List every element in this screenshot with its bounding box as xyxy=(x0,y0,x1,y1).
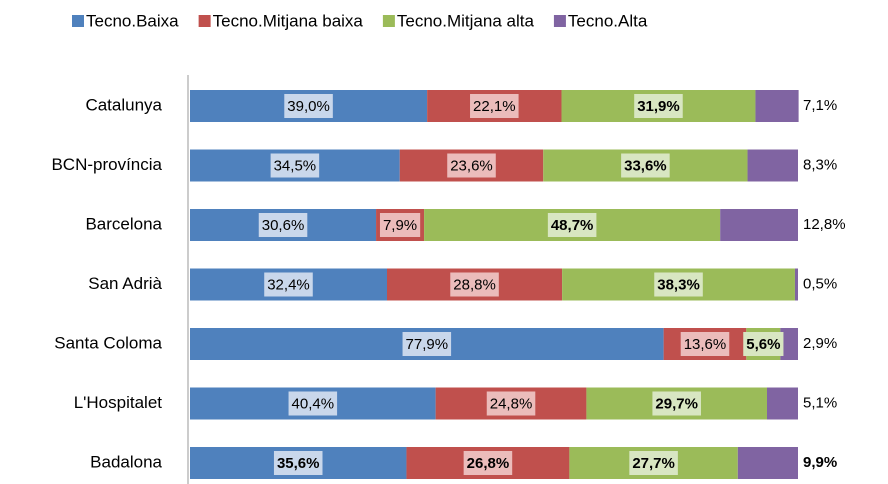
value-label-bg xyxy=(486,391,536,416)
value-label-group: 48,7% xyxy=(547,213,597,237)
legend-label: Tecno.Mitjana baixa xyxy=(213,11,364,30)
value-label: 0,5% xyxy=(803,275,837,292)
value-label-group: 24,8% xyxy=(486,391,536,416)
value-label-bg xyxy=(634,94,683,118)
value-label-bg xyxy=(547,213,597,237)
category-label: Santa Coloma xyxy=(54,333,162,352)
category-label: Badalona xyxy=(90,452,162,471)
bar-segment xyxy=(766,387,798,420)
bar-segment xyxy=(737,447,798,479)
value-label: 23,6% xyxy=(450,157,493,174)
value-label-bg xyxy=(652,391,701,416)
category-label: Barcelona xyxy=(85,214,162,233)
value-label-group: 27,7% xyxy=(629,451,678,475)
legend-label: Tecno.Baixa xyxy=(86,11,179,30)
value-label-bg xyxy=(629,451,678,475)
value-label-bg xyxy=(450,272,499,297)
value-label: 8,3% xyxy=(803,156,837,173)
value-label: 26,8% xyxy=(467,455,510,472)
category-label: L'Hospitalet xyxy=(74,393,163,412)
value-label-bg xyxy=(264,272,313,297)
value-label-bg xyxy=(288,391,338,416)
value-label-bg xyxy=(273,451,323,475)
value-label-group: 32,4% xyxy=(264,272,313,297)
value-label-bg xyxy=(680,332,730,356)
legend-label: Tecno.Mitjana alta xyxy=(397,11,535,30)
value-label-bg xyxy=(621,153,670,178)
category-label: Catalunya xyxy=(85,95,162,114)
value-label-group: 22,1% xyxy=(470,94,519,118)
value-label-group: 28,8% xyxy=(450,272,499,297)
value-label-group: 35,6% xyxy=(273,451,323,475)
value-label-bg xyxy=(470,94,519,118)
value-label: 34,5% xyxy=(274,157,317,174)
value-label-bg xyxy=(379,213,421,237)
bar-segment xyxy=(747,149,798,182)
value-label: 39,0% xyxy=(287,98,330,115)
value-label: 24,8% xyxy=(490,395,533,412)
value-label: 32,4% xyxy=(267,276,310,293)
legend-swatch xyxy=(553,15,566,27)
value-label: 13,6% xyxy=(684,336,727,353)
value-label: 38,3% xyxy=(657,276,700,293)
value-label-bg xyxy=(654,272,703,297)
category-label: BCN-província xyxy=(51,155,162,174)
value-label-bg xyxy=(463,451,513,475)
value-label: 77,9% xyxy=(406,336,449,353)
value-label: 29,7% xyxy=(655,395,698,412)
value-label-group: 30,6% xyxy=(258,213,308,237)
value-label-group: 7,9% xyxy=(379,213,421,237)
value-label-group: 34,5% xyxy=(270,153,320,178)
value-label-bg xyxy=(743,332,784,356)
bar-segment xyxy=(755,90,799,122)
value-label-group: 39,0% xyxy=(284,94,333,118)
value-label-bg xyxy=(258,213,308,237)
value-label-group: 31,9% xyxy=(634,94,683,118)
legend-swatch xyxy=(382,15,395,27)
value-label: 28,8% xyxy=(453,276,496,293)
value-label: 27,7% xyxy=(632,455,675,472)
value-label-bg xyxy=(402,332,452,356)
value-label: 30,6% xyxy=(262,217,305,234)
value-label: 7,1% xyxy=(803,97,837,114)
value-label-group: 38,3% xyxy=(654,272,703,297)
category-label: San Adrià xyxy=(88,274,162,293)
value-label: 22,1% xyxy=(473,98,516,115)
value-label-group: 26,8% xyxy=(463,451,513,475)
value-label-group: 23,6% xyxy=(447,153,496,178)
value-label-group: 33,6% xyxy=(621,153,670,178)
value-label: 48,7% xyxy=(551,217,594,234)
value-label-bg xyxy=(270,153,320,178)
bar-segment xyxy=(780,328,798,360)
value-label-bg xyxy=(284,94,333,118)
value-label: 35,6% xyxy=(277,455,320,472)
value-label: 33,6% xyxy=(624,157,667,174)
value-label: 31,9% xyxy=(637,98,680,115)
value-label-group: 13,6% xyxy=(680,332,730,356)
legend-swatch xyxy=(198,15,211,27)
bar-segment xyxy=(720,209,798,241)
value-label-group: 40,4% xyxy=(288,391,338,416)
value-label: 5,1% xyxy=(803,394,837,411)
value-label-group: 77,9% xyxy=(402,332,452,356)
value-label: 5,6% xyxy=(746,336,780,353)
legend-swatch xyxy=(72,15,84,27)
value-label: 7,9% xyxy=(383,217,417,234)
value-label: 12,8% xyxy=(803,216,846,233)
value-label: 2,9% xyxy=(803,335,837,352)
value-label: 40,4% xyxy=(292,395,335,412)
value-label: 9,9% xyxy=(803,454,837,471)
value-label-group: 5,6% xyxy=(743,332,784,356)
legend-label: Tecno.Alta xyxy=(568,11,648,30)
bar-segment xyxy=(794,268,798,301)
value-label-group: 29,7% xyxy=(652,391,701,416)
value-label-bg xyxy=(447,153,496,178)
